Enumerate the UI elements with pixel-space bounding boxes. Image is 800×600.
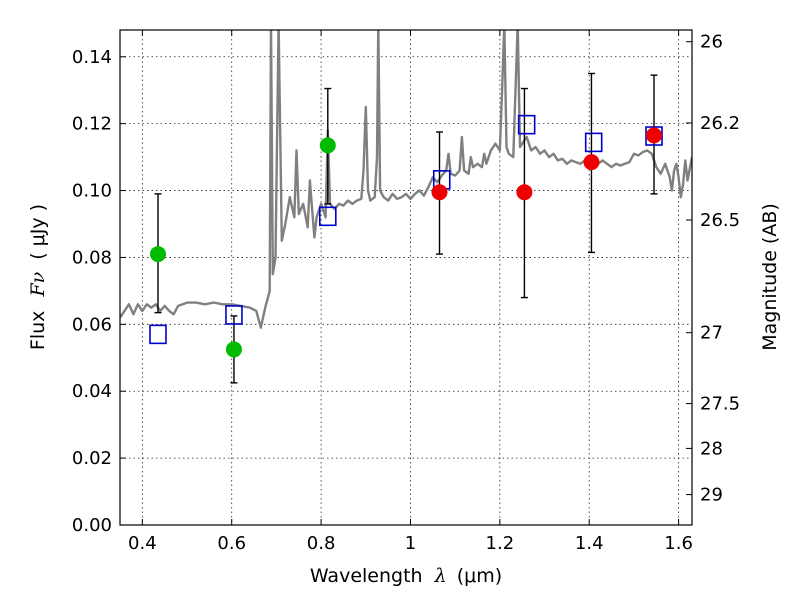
measurement-point — [646, 127, 663, 144]
measurement-point — [431, 184, 448, 201]
x-tick-label: 1.4 — [575, 533, 604, 554]
marker-layer — [149, 114, 663, 358]
x-tick-label: 1 — [405, 533, 416, 554]
spectrum-line — [120, 30, 692, 329]
model-square-marker — [584, 132, 603, 153]
y-tick-label: 0.12 — [72, 114, 112, 135]
y2-tick-label: 26.2 — [700, 113, 740, 134]
x-axis-label-var: λ — [434, 565, 447, 587]
y2-tick-label: 26 — [700, 32, 723, 53]
y-tick-label: 0.00 — [72, 515, 112, 536]
y2-tick-label: 27.5 — [700, 394, 740, 415]
model-square-marker — [149, 324, 167, 345]
x-tick-label: 0.8 — [307, 533, 336, 554]
y-tick-label: 0.02 — [72, 448, 112, 469]
x-axis-label-unit: (μm) — [457, 565, 502, 587]
y-axis-label: Flux Fν ( μJy ) — [27, 204, 49, 350]
measurement-point — [319, 137, 336, 154]
y-axis-label-unit: ( μJy ) — [27, 204, 49, 260]
y2-tick-label: 27 — [700, 323, 723, 344]
model-square-marker — [517, 114, 536, 135]
measurement-point — [516, 184, 533, 201]
x-tick-label: 0.4 — [128, 533, 157, 554]
y-tick-label: 0.08 — [72, 247, 112, 268]
measurement-point — [149, 246, 166, 263]
spectrum-layer — [120, 30, 692, 329]
plot-frame — [119, 29, 693, 526]
model-square-marker — [225, 305, 243, 325]
y-tick-label: 0.14 — [72, 47, 112, 68]
y2-tick-label: 26.5 — [700, 210, 740, 231]
model-square-marker — [645, 126, 663, 146]
ticks-layer: 0.4 0.6 0.8 1 1.2 1.4 1.6 0.00 0.02 0.04 0.06 0.08 0… — [72, 30, 740, 554]
measurement-point — [225, 341, 242, 358]
x-tick-label: 1.6 — [664, 533, 693, 554]
y-tick-label: 0.04 — [72, 381, 112, 402]
y2-tick-label: 29 — [700, 485, 723, 506]
model-square-marker — [318, 206, 337, 227]
x-tick-label: 0.6 — [217, 533, 246, 554]
measurement-point — [583, 154, 600, 171]
y-tick-label: 0.10 — [72, 181, 112, 202]
x-axis-label-text: Wavelength — [310, 565, 423, 587]
x-axis-label: Wavelength λ (μm) — [310, 565, 502, 587]
y2-axis-label: Magnitude (AB) — [759, 203, 781, 351]
y2-tick-label: 28 — [700, 438, 723, 459]
y-tick-label: 0.06 — [72, 314, 112, 335]
x-tick-label: 1.2 — [486, 533, 515, 554]
grid-lines — [120, 30, 692, 526]
y-axis-label-var: Fν — [27, 271, 49, 297]
y-axis-label-text: Flux — [27, 311, 49, 351]
errorbar-layer — [154, 72, 658, 384]
